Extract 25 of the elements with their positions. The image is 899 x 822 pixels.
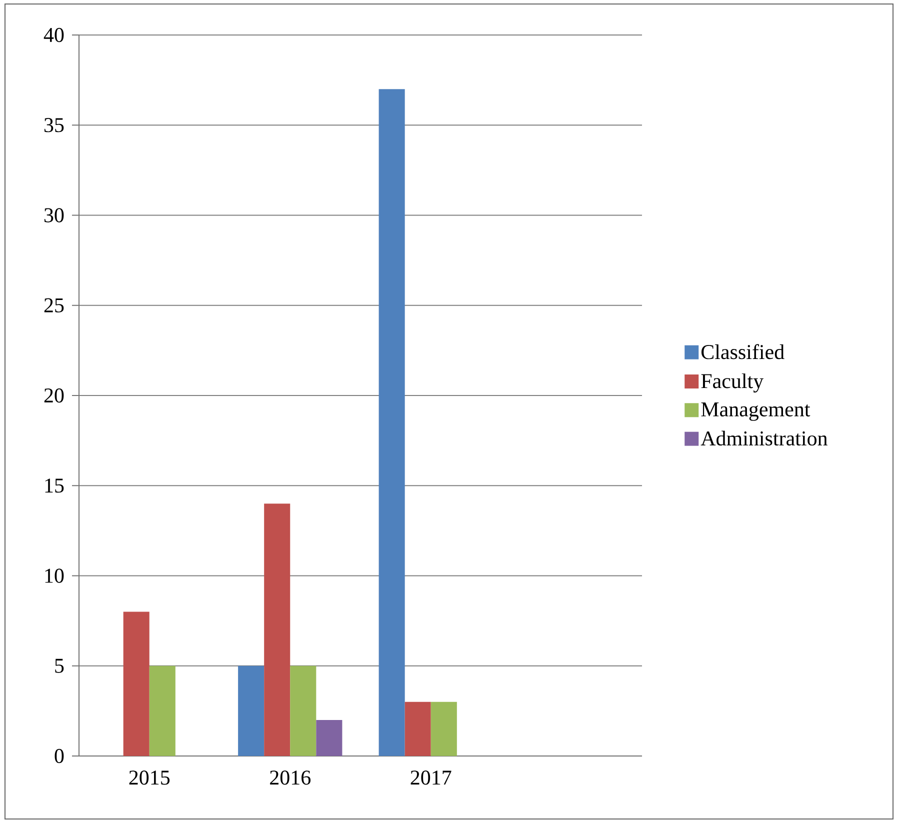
bar: [430, 702, 457, 756]
y-tick-label: 15: [45, 478, 64, 493]
bar: [404, 702, 431, 756]
bar: [238, 666, 264, 756]
bar: [149, 666, 176, 756]
legend-label: Management: [701, 402, 810, 421]
y-tick-label: 10: [45, 568, 64, 583]
bar: [378, 89, 405, 756]
y-tick-label: 20: [44, 388, 64, 403]
legend-label: Administration: [700, 430, 828, 446]
bar: [316, 720, 342, 756]
x-tick-label: 2017: [410, 770, 452, 785]
bar: [264, 504, 290, 756]
y-tick-label: 40: [44, 28, 64, 42]
legend-label: Classified: [701, 344, 784, 360]
bar: [290, 666, 316, 756]
y-tick-label: 25: [44, 298, 64, 312]
y-tick-label: 5: [55, 658, 64, 673]
y-tick-label: 35: [44, 118, 64, 132]
legend-label: Faculty: [701, 373, 764, 393]
x-tick-label: 2016: [270, 770, 311, 785]
y-tick-label: 0: [54, 748, 64, 764]
x-tick-label: 2015: [129, 770, 170, 785]
bar: [123, 612, 150, 756]
y-tick-label: 30: [44, 208, 64, 222]
